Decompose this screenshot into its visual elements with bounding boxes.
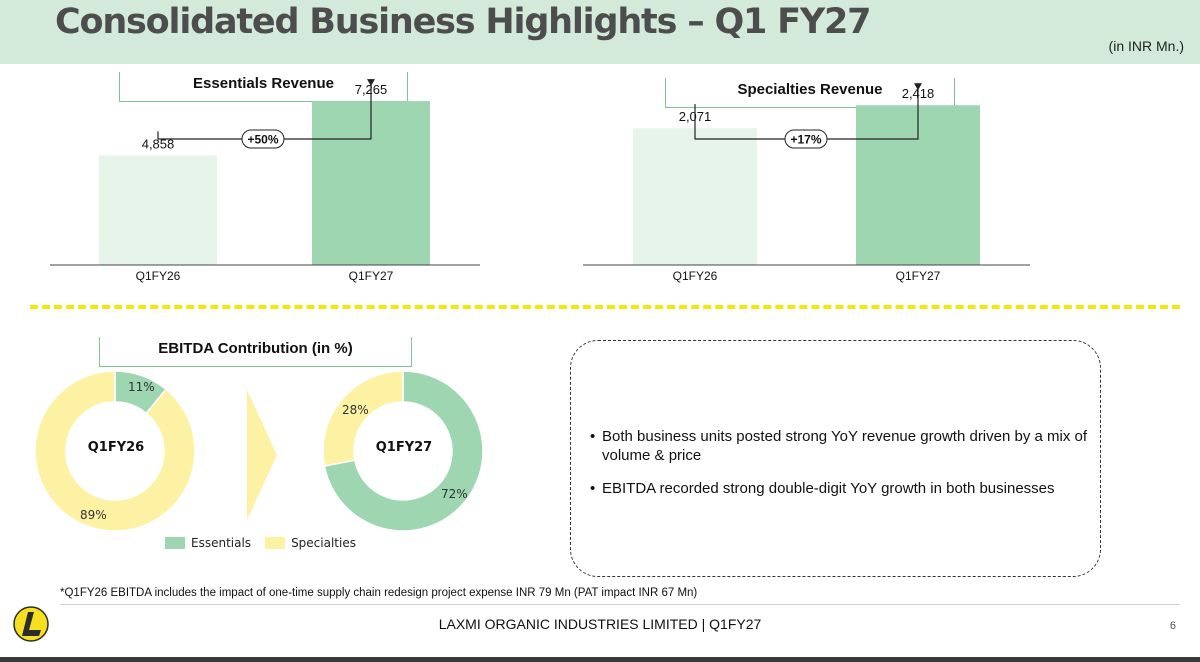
essentials-growth-pill xyxy=(241,129,285,149)
commentary-box xyxy=(570,340,1101,577)
commentary-bullets: Both business units posted strong YoY re… xyxy=(590,427,1090,512)
donut1-specialties-label: 89% xyxy=(80,508,107,522)
essentials-category-label: Q1FY27 xyxy=(349,269,394,283)
donut-q1fy27-slice-essentials xyxy=(323,370,484,532)
bottom-rule xyxy=(0,657,1200,662)
essentials-bar-q1fy26 xyxy=(99,155,217,265)
donut-q1fy26-slice-specialties xyxy=(34,370,196,532)
essentials-revenue-title: Essentials Revenue xyxy=(119,72,408,102)
specialties-bar-q1fy26 xyxy=(633,128,757,265)
legend-swatch-specialties xyxy=(265,537,286,549)
charts-canvas: 4,858Q1FY267,265Q1FY27+50%2,071Q1FY262,4… xyxy=(34,79,1030,532)
footnote: *Q1FY26 EBITDA includes the impact of on… xyxy=(60,587,698,599)
legend-label-essentials: Essentials xyxy=(191,536,252,550)
donut1-center-label: Q1FY26 xyxy=(87,440,145,455)
footer-divider xyxy=(60,604,1180,605)
essentials-growth-label: +50% xyxy=(247,133,278,147)
specialties-growth-pill xyxy=(784,129,828,149)
ebitda-legend: Essentials Specialties xyxy=(165,536,370,550)
specialties-growth-label: +17% xyxy=(790,133,821,147)
page-title: Consolidated Business Highlights – Q1 FY… xyxy=(55,2,872,42)
specialties-category-label: Q1FY26 xyxy=(673,269,718,283)
specialties-category-label: Q1FY27 xyxy=(896,269,941,283)
page-number: 6 xyxy=(1169,620,1176,632)
essentials-growth-arrowhead xyxy=(367,79,375,87)
donut-q1fy27-slice-specialties xyxy=(322,370,404,467)
header-band: Consolidated Business Highlights – Q1 FY… xyxy=(0,0,1200,64)
laxmi-logo-icon xyxy=(13,606,49,642)
donut1-essentials-label: 11% xyxy=(128,380,155,394)
donut2-center-label: Q1FY27 xyxy=(375,440,433,455)
legend-item-essentials: Essentials xyxy=(165,536,251,550)
transition-chevron-icon xyxy=(247,390,277,520)
bullet-item: Both business units posted strong YoY re… xyxy=(590,427,1090,465)
footer-company: LAXMI ORGANIC INDUSTRIES LIMITED | Q1FY2… xyxy=(438,616,762,632)
legend-label-specialties: Specialties xyxy=(291,536,356,550)
bullet-item: EBITDA recorded strong double-digit YoY … xyxy=(590,479,1090,498)
essentials-category-label: Q1FY26 xyxy=(136,269,181,283)
donut2-specialties-label: 28% xyxy=(342,403,369,417)
section-divider xyxy=(30,305,1180,309)
unit-note: (in INR Mn.) xyxy=(1108,38,1184,54)
legend-swatch-essentials xyxy=(165,537,185,549)
specialties-revenue-title: Specialties Revenue xyxy=(665,78,955,108)
specialties-growth-arrowhead xyxy=(914,83,922,91)
essentials-value-label: 4,858 xyxy=(142,136,175,151)
donut2-essentials-label: 72% xyxy=(441,487,468,501)
legend-item-specialties: Specialties xyxy=(265,536,356,550)
ebitda-contribution-title: EBITDA Contribution (in %) xyxy=(99,337,412,367)
